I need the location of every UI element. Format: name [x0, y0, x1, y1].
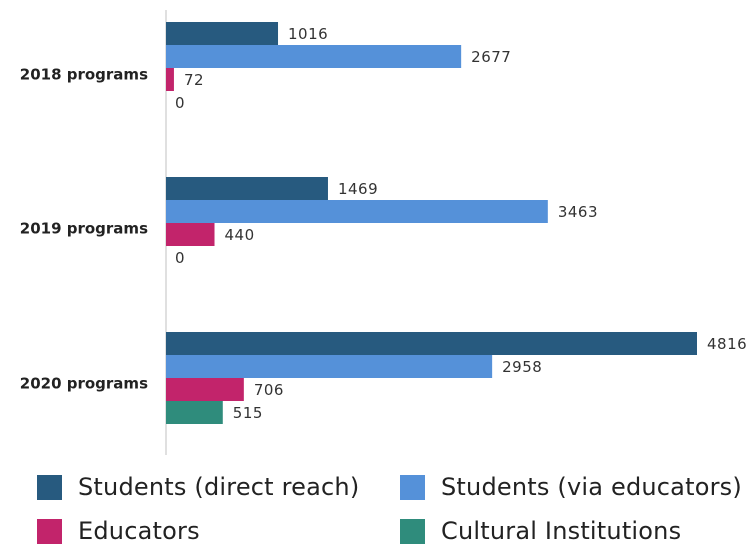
data-label-2018-programs-students-via-educators: 2677: [471, 48, 511, 66]
bar-2019-programs-students-direct-reach: [166, 177, 328, 200]
bar-2019-programs-students-via-educators: [166, 200, 548, 223]
bar-2020-programs-educators: [166, 378, 244, 401]
data-label-2020-programs-cultural-institutions: 515: [233, 404, 263, 422]
data-label-2018-programs-educators: 72: [184, 71, 204, 89]
bar-2018-programs-students-via-educators: [166, 45, 462, 68]
data-label-2020-programs-educators: 706: [254, 381, 284, 399]
category-label-2019-programs: 2019 programs: [20, 220, 148, 238]
bar-2018-programs-students-direct-reach: [166, 22, 279, 45]
data-label-2019-programs-educators: 440: [225, 226, 255, 244]
bar-2020-programs-students-via-educators: [166, 355, 493, 378]
bar-2018-programs-educators: [166, 68, 174, 91]
data-label-2020-programs-students-direct-reach: 4816: [707, 335, 747, 353]
category-label-2018-programs: 2018 programs: [20, 66, 148, 84]
data-label-2018-programs-cultural-institutions: 0: [175, 94, 185, 112]
bar-2020-programs-cultural-institutions: [166, 401, 223, 424]
data-label-2019-programs-students-direct-reach: 1469: [338, 180, 378, 198]
bar-2020-programs-students-direct-reach: [166, 332, 697, 355]
data-label-2019-programs-students-via-educators: 3463: [558, 203, 598, 221]
data-label-2018-programs-students-direct-reach: 1016: [288, 25, 328, 43]
category-label-2020-programs: 2020 programs: [20, 375, 148, 393]
bar-2019-programs-educators: [166, 223, 215, 246]
data-label-2019-programs-cultural-institutions: 0: [175, 249, 185, 267]
data-label-2020-programs-students-via-educators: 2958: [502, 358, 542, 376]
